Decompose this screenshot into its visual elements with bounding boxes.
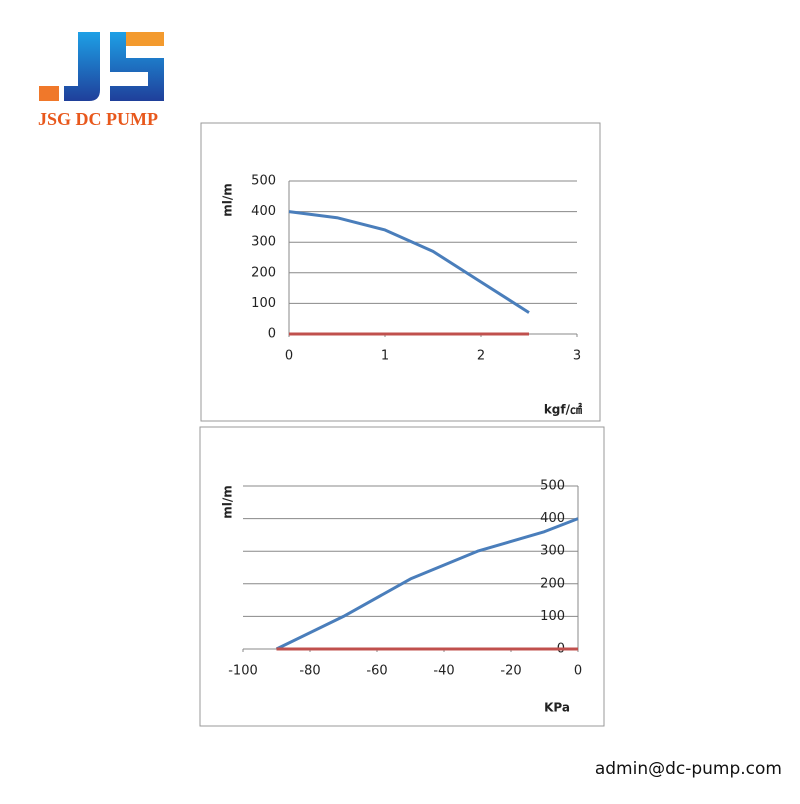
chart-frame [200,122,601,422]
x-tick-label: -100 [228,664,258,679]
y-tick-label: 300 [540,544,565,559]
y-tick-label: 300 [251,235,276,250]
x-tick-label: 0 [574,664,582,679]
x-tick-label: -40 [433,664,454,679]
y-tick-label: 400 [540,511,565,526]
logo: JSG DC PUMP [38,32,164,129]
y-tick-label: 100 [540,609,565,624]
y-tick-label: 400 [251,204,276,219]
brand-name: JSG DC PUMP [38,109,158,129]
y-tick-label: 200 [540,576,565,591]
data-line [288,210,530,314]
y-tick-label: 100 [251,296,276,311]
x-tick-label: -20 [500,664,521,679]
y-axis-title: ml/m [221,183,235,217]
x-tick-label: 0 [285,349,293,364]
x-tick-label: 3 [573,349,581,364]
x-tick-label: 2 [477,349,485,364]
data-line [275,517,579,651]
x-tick-label: -80 [299,664,320,679]
x-tick-label: 1 [381,349,389,364]
x-axis-title: kgf/㎠ [544,402,582,417]
y-tick-label: 200 [251,265,276,280]
contact-email: admin@dc-pump.com [595,759,782,779]
chart-frame [199,426,605,727]
x-tick-label: -60 [366,664,387,679]
y-tick-label: 0 [268,327,276,342]
y-tick-label: 500 [540,479,565,494]
y-tick-label: 500 [251,174,276,189]
y-axis-title: ml/m [221,485,235,519]
x-axis-title: KPa [544,701,570,715]
